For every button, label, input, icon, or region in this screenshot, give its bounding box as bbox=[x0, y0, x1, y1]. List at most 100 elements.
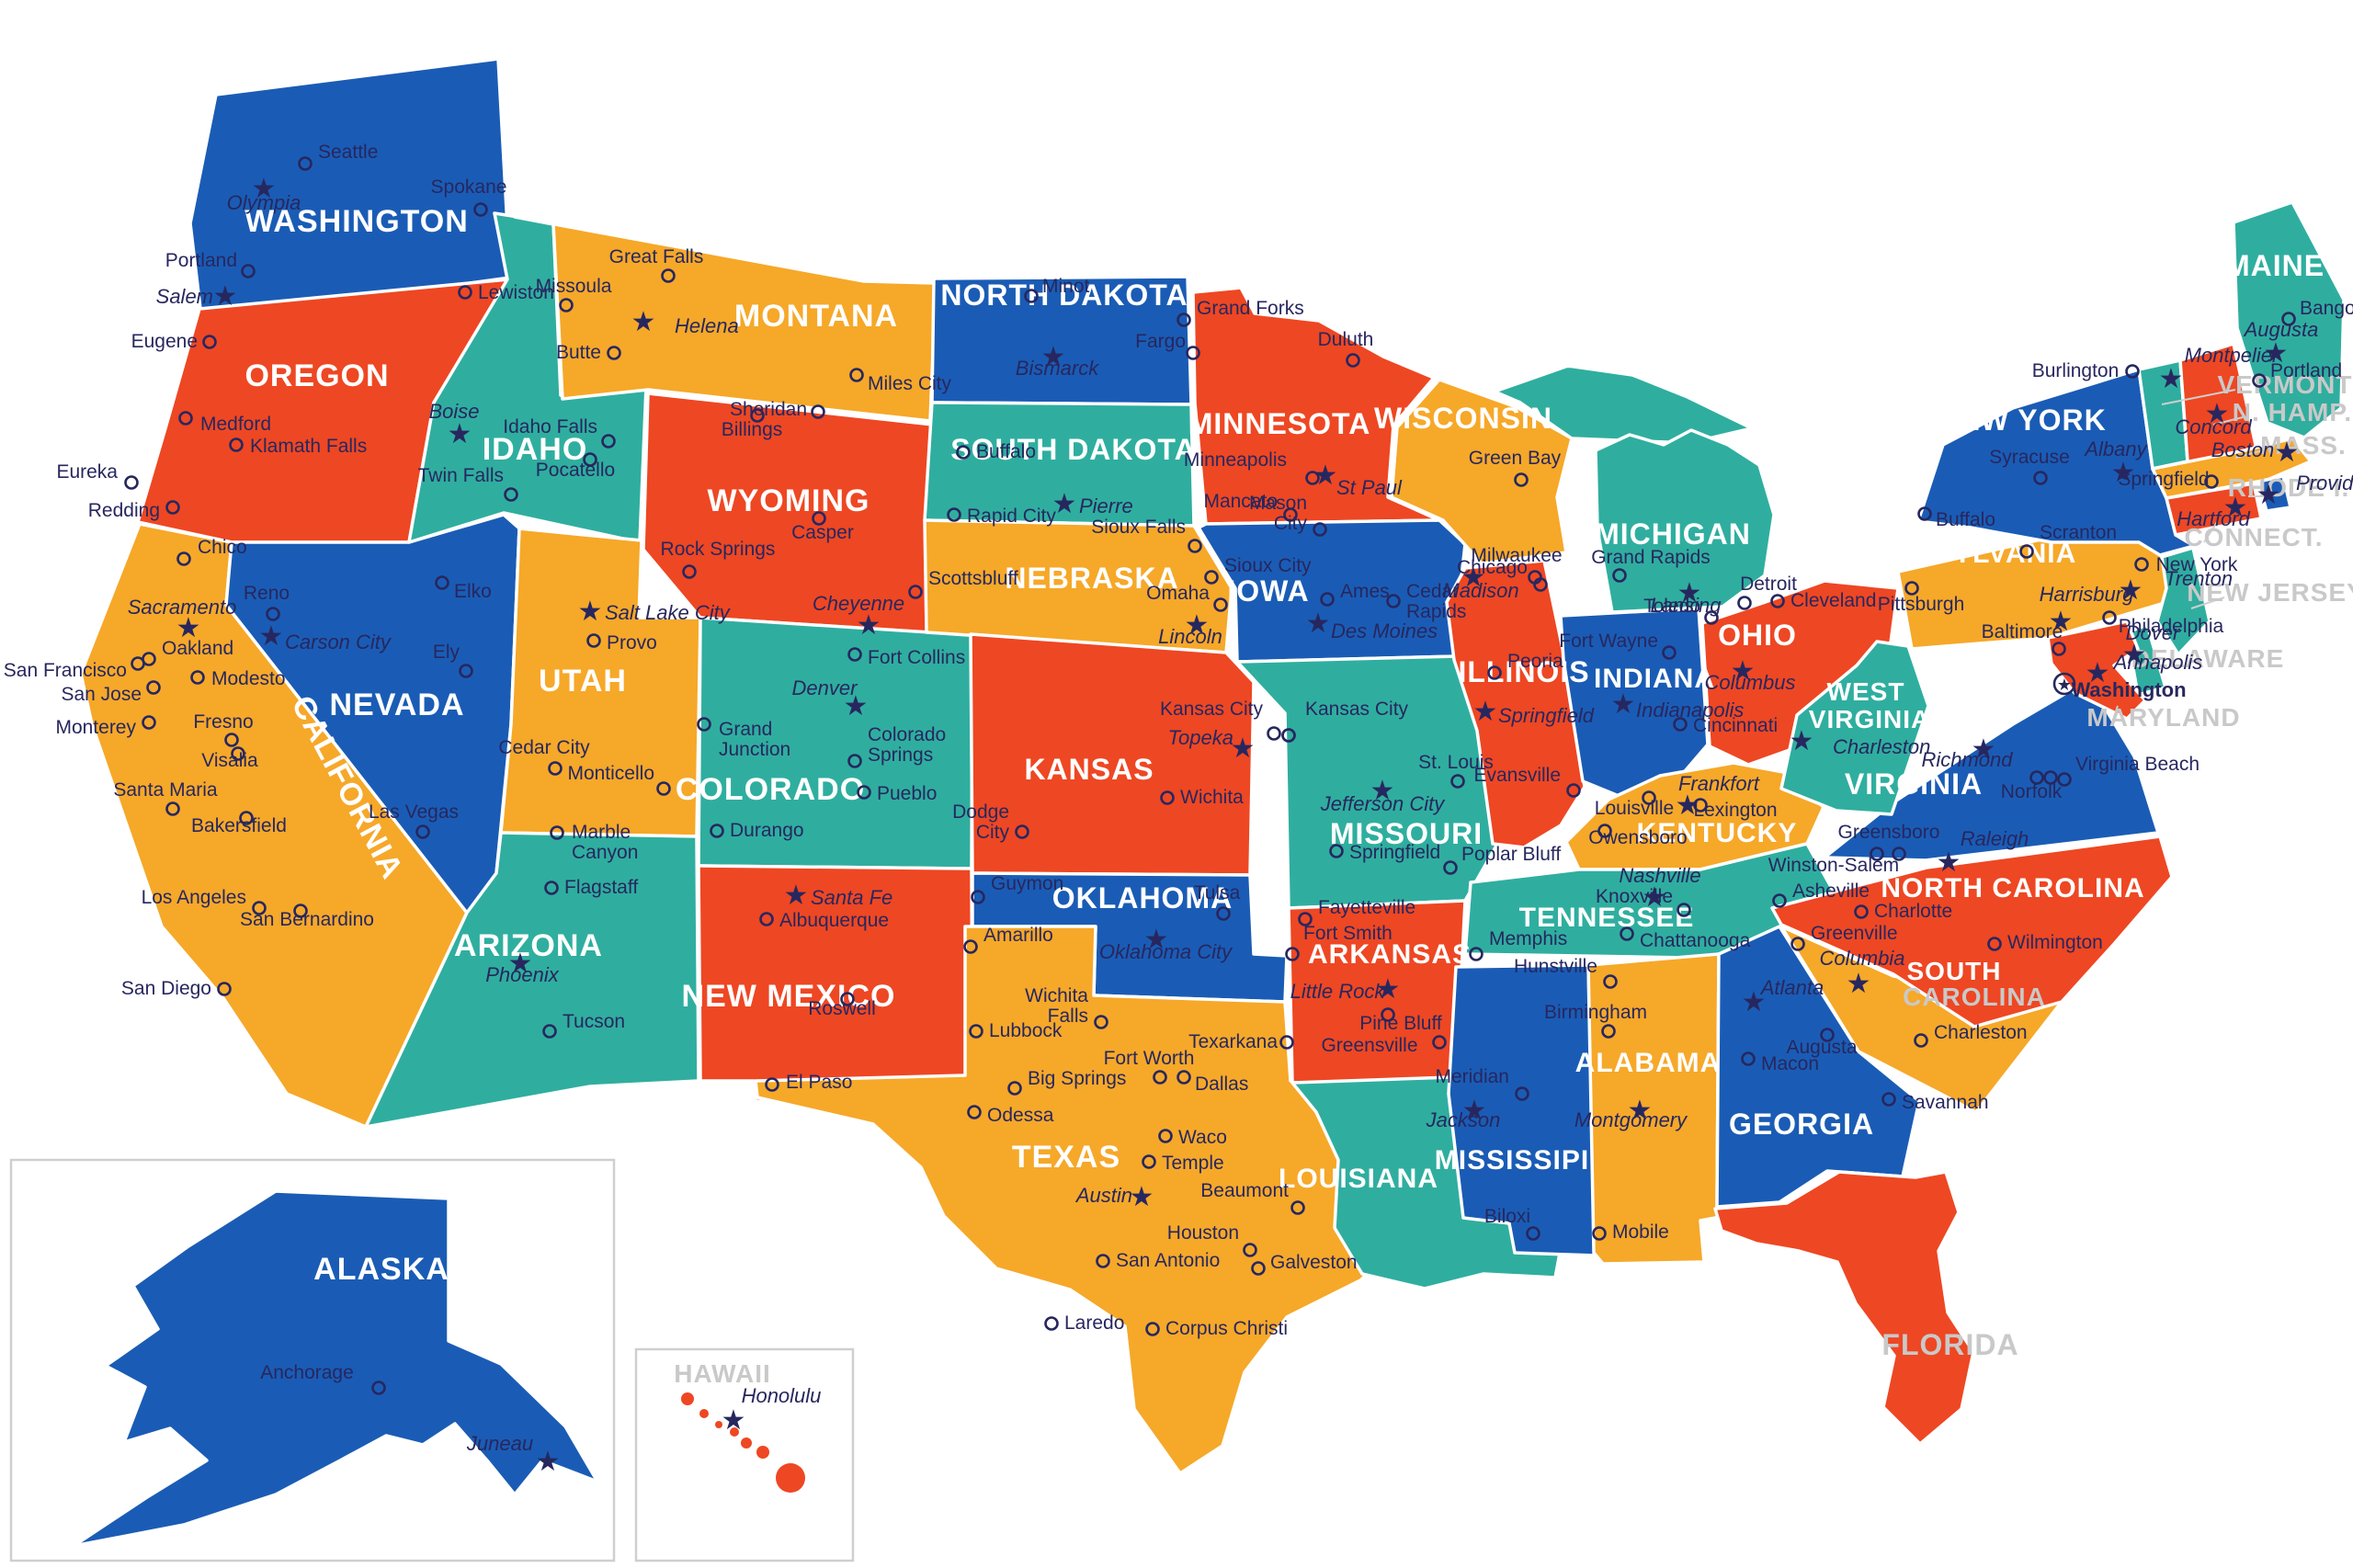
city-label-cheyenne: Cheyenne bbox=[813, 592, 904, 615]
city-dot-cedar-city bbox=[548, 761, 563, 776]
city-dot-meridian bbox=[1515, 1086, 1529, 1101]
state-label-virginia: VIRGINIA bbox=[1845, 767, 1983, 801]
city-label-dover: Dover bbox=[2126, 621, 2181, 644]
city-dot-tucson bbox=[542, 1024, 557, 1039]
city-label-chicago: Chicago bbox=[1457, 557, 1528, 578]
state-shape-virginia bbox=[1823, 678, 2160, 862]
city-dot-norfolk bbox=[2029, 770, 2044, 785]
city-dot-dodge-city bbox=[1015, 824, 1029, 839]
state-label-louisiana: LOUISIANA bbox=[1279, 1164, 1438, 1194]
city-label-guymon: Guymon bbox=[991, 873, 1063, 894]
city-dot-minot bbox=[1024, 289, 1039, 303]
city-label-sioux-city: Sioux City bbox=[1224, 555, 1312, 576]
city-label-fort-smith: Fort Smith bbox=[1303, 923, 1392, 944]
city-label-austin: Austin bbox=[1074, 1184, 1132, 1207]
capital-star-annapolis: ★ bbox=[2086, 658, 2110, 688]
city-dot-eureka bbox=[124, 475, 139, 490]
state-shape-wisconsin bbox=[1390, 378, 1574, 565]
city-dot-fayetteville bbox=[1298, 912, 1313, 926]
city-dot-casper bbox=[812, 511, 826, 526]
city-dot-grand-forks bbox=[1176, 312, 1191, 327]
city-dot-seattle bbox=[298, 156, 313, 171]
city-label-pittsburgh: Pittsburgh bbox=[1878, 594, 1965, 615]
city-dot-peoria bbox=[1487, 665, 1502, 680]
city-dot-burlington bbox=[2125, 364, 2140, 379]
city-label-richmond: Richmond bbox=[1921, 748, 2013, 771]
city-label-olympia: Olympia bbox=[227, 191, 301, 214]
city-dot-san-jose bbox=[146, 680, 161, 695]
city-label-atlanta: Atlanta bbox=[1759, 976, 1824, 999]
capital-star-indianapolis: ★ bbox=[1611, 689, 1636, 720]
city-dot-fort-collins bbox=[847, 647, 862, 662]
city-label-redding: Redding bbox=[88, 500, 160, 521]
city-dot-poplar-bluff bbox=[1443, 860, 1458, 875]
city-label-peoria: Peoria bbox=[1507, 651, 1563, 672]
city-dot-mason-city bbox=[1313, 522, 1327, 537]
city-dot-anchorage bbox=[371, 1381, 386, 1395]
city-label-mason-city: Mason City bbox=[1249, 493, 1308, 534]
city-label-modesto: Modesto bbox=[211, 668, 286, 689]
city-dot-san-bernardino bbox=[293, 903, 308, 918]
capital-star-raleigh: ★ bbox=[1937, 847, 1961, 878]
hawaii-inset bbox=[634, 1347, 855, 1562]
city-label-st-paul: St Paul bbox=[1336, 476, 1403, 499]
city-label-bangor: Bangor bbox=[2300, 298, 2353, 319]
city-label-scottsbluff: Scottsbluff bbox=[928, 568, 1018, 589]
city-label-billings: Billings bbox=[722, 419, 783, 440]
capital-star-topeka: ★ bbox=[1231, 733, 1256, 764]
city-label-durango: Durango bbox=[730, 820, 804, 841]
leader-line-4 bbox=[2203, 521, 2218, 543]
city-label-springfield: Springfield bbox=[1498, 704, 1595, 727]
state-label-alaska: ALASKA bbox=[313, 1252, 449, 1287]
state-shape-michigan-upper bbox=[1493, 364, 1754, 445]
city-label-oakland: Oakland bbox=[162, 638, 233, 659]
capital-star-lansing: ★ bbox=[1677, 578, 1702, 608]
city-dot-twin-falls bbox=[504, 487, 518, 502]
city-label-kansas-city: Kansas City bbox=[1305, 699, 1409, 720]
city-label-el-paso: El Paso bbox=[786, 1072, 852, 1093]
city-dot-cleveland bbox=[1770, 594, 1785, 608]
city-label-grand-forks: Grand Forks bbox=[1197, 298, 1304, 319]
capital-star-denver: ★ bbox=[844, 691, 869, 722]
city-label-fort-worth: Fort Worth bbox=[1104, 1048, 1195, 1069]
city-dot-lewiston bbox=[458, 285, 472, 300]
city-dot-bangor bbox=[2281, 312, 2296, 326]
city-label-hunstville: Hunstville bbox=[1514, 956, 1597, 977]
city-dot-odessa bbox=[967, 1105, 982, 1119]
city-dot-minneapolis bbox=[1305, 471, 1320, 485]
city-label-birmingham: Birmingham bbox=[1544, 1002, 1647, 1023]
city-dot-billings bbox=[750, 408, 765, 423]
city-label-colorado-springs: Colorado Springs bbox=[868, 724, 946, 766]
city-label-macon: Macon bbox=[1761, 1053, 1819, 1074]
city-dot-greenville bbox=[1790, 937, 1805, 951]
city-label-butte: Butte bbox=[556, 342, 601, 363]
city-label-montgomery: Montgomery bbox=[1574, 1108, 1688, 1131]
city-dot-beaumont bbox=[1290, 1200, 1305, 1215]
capital-star-des-moines: ★ bbox=[1306, 608, 1331, 639]
city-label-miles-city: Miles City bbox=[868, 373, 952, 394]
city-label-springfield: Springfield bbox=[1349, 842, 1440, 863]
city-label-monterey: Monterey bbox=[55, 717, 136, 738]
city-label-jefferson-city: Jefferson City bbox=[1320, 792, 1446, 815]
state-label-ohio: OHIO bbox=[1718, 619, 1797, 652]
city-dot-waco bbox=[1158, 1129, 1173, 1143]
city-label-mobile: Mobile bbox=[1612, 1221, 1669, 1243]
state-shape-south-carolina bbox=[1779, 925, 2063, 1114]
city-dot-reno bbox=[266, 607, 280, 621]
city-dot-miles-city bbox=[849, 368, 864, 382]
city-dot-amarillo bbox=[963, 939, 978, 954]
city-label-louisville: Louisville bbox=[1595, 798, 1674, 819]
capital-star-salt-lake-city: ★ bbox=[578, 597, 603, 627]
city-dot-scranton bbox=[2019, 544, 2034, 559]
state-shape-montana bbox=[513, 215, 938, 423]
state-label-n-hamp-: N. HAMP. bbox=[2233, 398, 2352, 426]
city-dot-pine-bluff bbox=[1381, 1007, 1395, 1022]
city-dot-flagstaff bbox=[544, 881, 559, 895]
capital-star-harrisburg: ★ bbox=[2049, 607, 2074, 637]
city-label-minot: Minot bbox=[1042, 276, 1090, 297]
city-dot-rock-springs bbox=[682, 564, 697, 579]
city-label-columbia: Columbia bbox=[1820, 947, 1905, 970]
city-dot-el-paso bbox=[765, 1077, 779, 1092]
capital-star-springfield: ★ bbox=[1473, 697, 1498, 727]
city-label-ely: Ely bbox=[433, 642, 460, 663]
